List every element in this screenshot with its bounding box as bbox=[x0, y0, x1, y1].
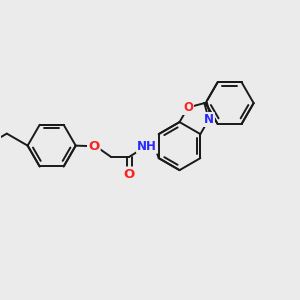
Text: O: O bbox=[123, 168, 135, 181]
Text: NH: NH bbox=[137, 140, 157, 153]
Text: O: O bbox=[88, 140, 99, 153]
Text: O: O bbox=[123, 168, 135, 181]
Text: NH: NH bbox=[137, 140, 157, 153]
Text: O: O bbox=[183, 101, 193, 114]
Text: O: O bbox=[88, 140, 99, 153]
Text: N: N bbox=[204, 113, 214, 126]
Text: O: O bbox=[183, 101, 193, 114]
Text: N: N bbox=[204, 113, 214, 126]
